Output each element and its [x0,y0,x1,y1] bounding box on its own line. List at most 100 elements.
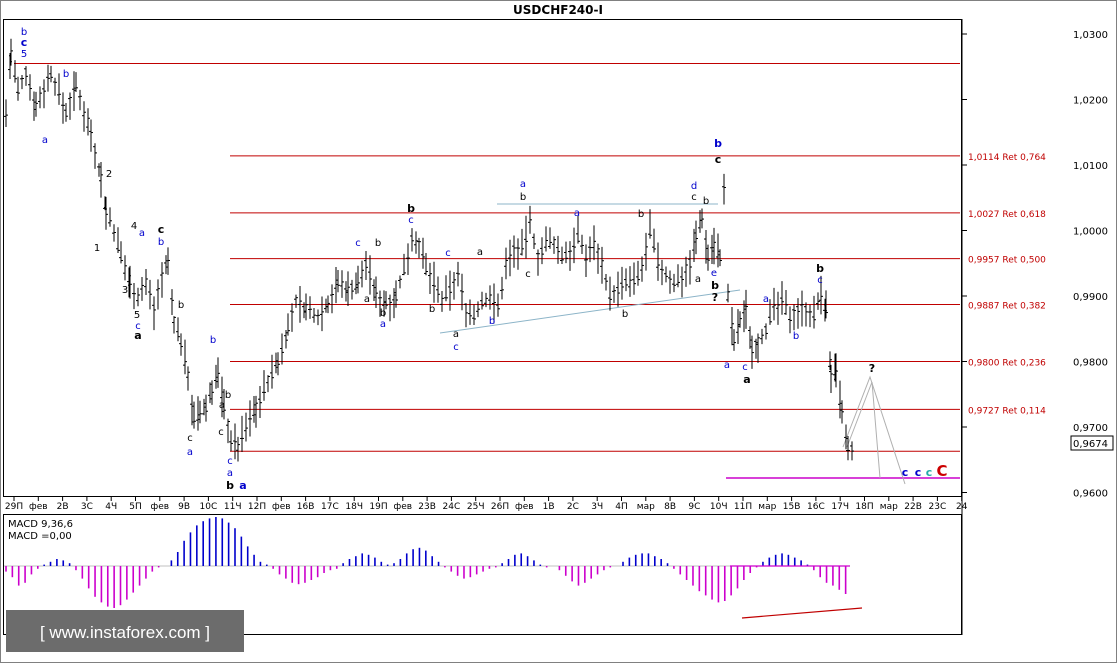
wave-label: a [239,479,246,492]
wave-label: b [225,390,231,401]
wave-label: c [715,153,722,166]
date-tick-label: 4П [615,502,628,512]
date-tick-label: 17Ч [831,502,849,512]
date-tick-label: 4Ч [105,502,117,512]
wave-label: a [227,468,233,479]
macd-value-label: MACD =0,00 [8,531,72,542]
wave-label: e [711,268,717,279]
wave-label: c [158,223,165,236]
date-tick-label: 16В [297,502,315,512]
wave-label: c [135,321,141,332]
wave-label: c [742,362,748,373]
date-tick-label: 12П [248,502,266,512]
wave-label: c [453,342,459,353]
wave-label: a [695,274,701,285]
watermark-text: [ www.instaforex.com ] [40,623,210,642]
date-tick-label: 26П [491,502,509,512]
wave-label: b [714,137,722,150]
date-axis: 29П фев 2В 3С 4Ч 5П фев 9В 10С 11Ч 12П фев 16В 17С 18Ч… [5,496,968,512]
date-tick-label: 16С [807,502,825,512]
projection-path [842,375,906,485]
wave-label: C [936,462,947,480]
date-tick-label: 22В [904,502,922,512]
wave-label: d [691,181,697,192]
chart-title: USDCHF240-I [513,3,603,17]
price-bars [4,38,854,462]
wave-label: a [574,208,580,219]
price-tick-label: 0,9700 [1073,423,1108,434]
wave-label: c [902,466,909,479]
wave-label: a [139,228,145,239]
price-axis: 1,0300 1,0200 1,0100 1,0000 0,9900 0,9800 0,97… [962,30,1108,500]
wave-label: b [407,202,415,215]
wave-label: ? [869,362,875,375]
wave-label: c [187,433,193,444]
wave-label: c [525,269,531,280]
date-tick-label: 3Ч [591,502,603,512]
retracement-label: 0,9957 Ret 0,500 [968,256,1046,266]
wave-label: a [42,135,48,146]
wave-label: a [763,294,769,305]
wave-label: b [703,196,709,207]
date-tick-label: 8В [664,502,676,512]
date-tick-label: 1В [543,502,555,512]
wave-label: a [187,447,193,458]
wave-label: b [63,69,69,80]
watermark: [ www.instaforex.com ] [6,610,244,652]
wave-label: 4 [131,221,137,232]
wave-label: b [638,209,644,220]
date-tick-label: 17С [321,502,339,512]
date-tick-label: 3С [81,502,93,512]
wave-label: a [134,329,141,342]
price-tick-label: 0,9800 [1073,358,1108,369]
price-tick-label: 1,0000 [1073,227,1108,238]
date-tick-label: 23В [418,502,436,512]
retracement-label: 0,9887 Ret 0,382 [968,302,1046,312]
wave-label: b [429,304,435,315]
date-tick-label: 24 [956,502,968,512]
wave-label: b [816,262,824,275]
current-price-marker: 0,9674 [1070,435,1114,451]
wave-label: a [724,360,730,371]
retracement-label: 0,9727 Ret 0,114 [968,406,1046,416]
wave-label: 5 [134,310,140,321]
wave-label: b [226,479,234,492]
retracement-levels: 1,0114 Ret 0,764 1,0027 Ret 0,618 0,9957 R… [14,62,1046,452]
wave-label: b [711,279,719,292]
wave-label: c [691,192,697,203]
date-tick-label: фев [515,502,534,512]
date-tick-label: 2С [567,502,579,512]
date-tick-label: 29П [5,502,23,512]
date-tick-label: 15В [783,502,801,512]
date-tick-label: 11П [734,502,752,512]
date-tick-label: 11Ч [224,502,242,512]
date-tick-label: 9С [688,502,700,512]
wave-label: 3 [122,285,128,296]
annotations [439,203,960,485]
date-tick-label: мар [758,502,776,512]
date-tick-label: 18П [855,502,873,512]
date-tick-label: 18Ч [345,502,363,512]
wave-label: a [477,247,483,258]
wave-label: b [21,27,27,38]
wave-label: c [817,275,823,286]
wave-label: b [793,331,799,342]
price-tick-label: 1,0200 [1073,96,1108,107]
wave-label: 2 [106,169,112,180]
projection-path-alt [846,381,881,479]
wave-label: c [445,248,451,259]
lower-trendline [439,289,741,334]
macd-params-label: MACD 9,36,6 [8,519,73,530]
wave-label: a [380,319,386,330]
date-tick-label: 2В [57,502,69,512]
macd-histogram [4,517,863,619]
macd-divergence-line [741,607,863,619]
wave-label: c [355,238,361,249]
date-tick-label: 24С [443,502,461,512]
date-tick-label: мар [637,502,655,512]
wave-label: c [926,466,933,479]
wave-label: a [453,329,459,340]
wave-label: c [218,427,224,438]
